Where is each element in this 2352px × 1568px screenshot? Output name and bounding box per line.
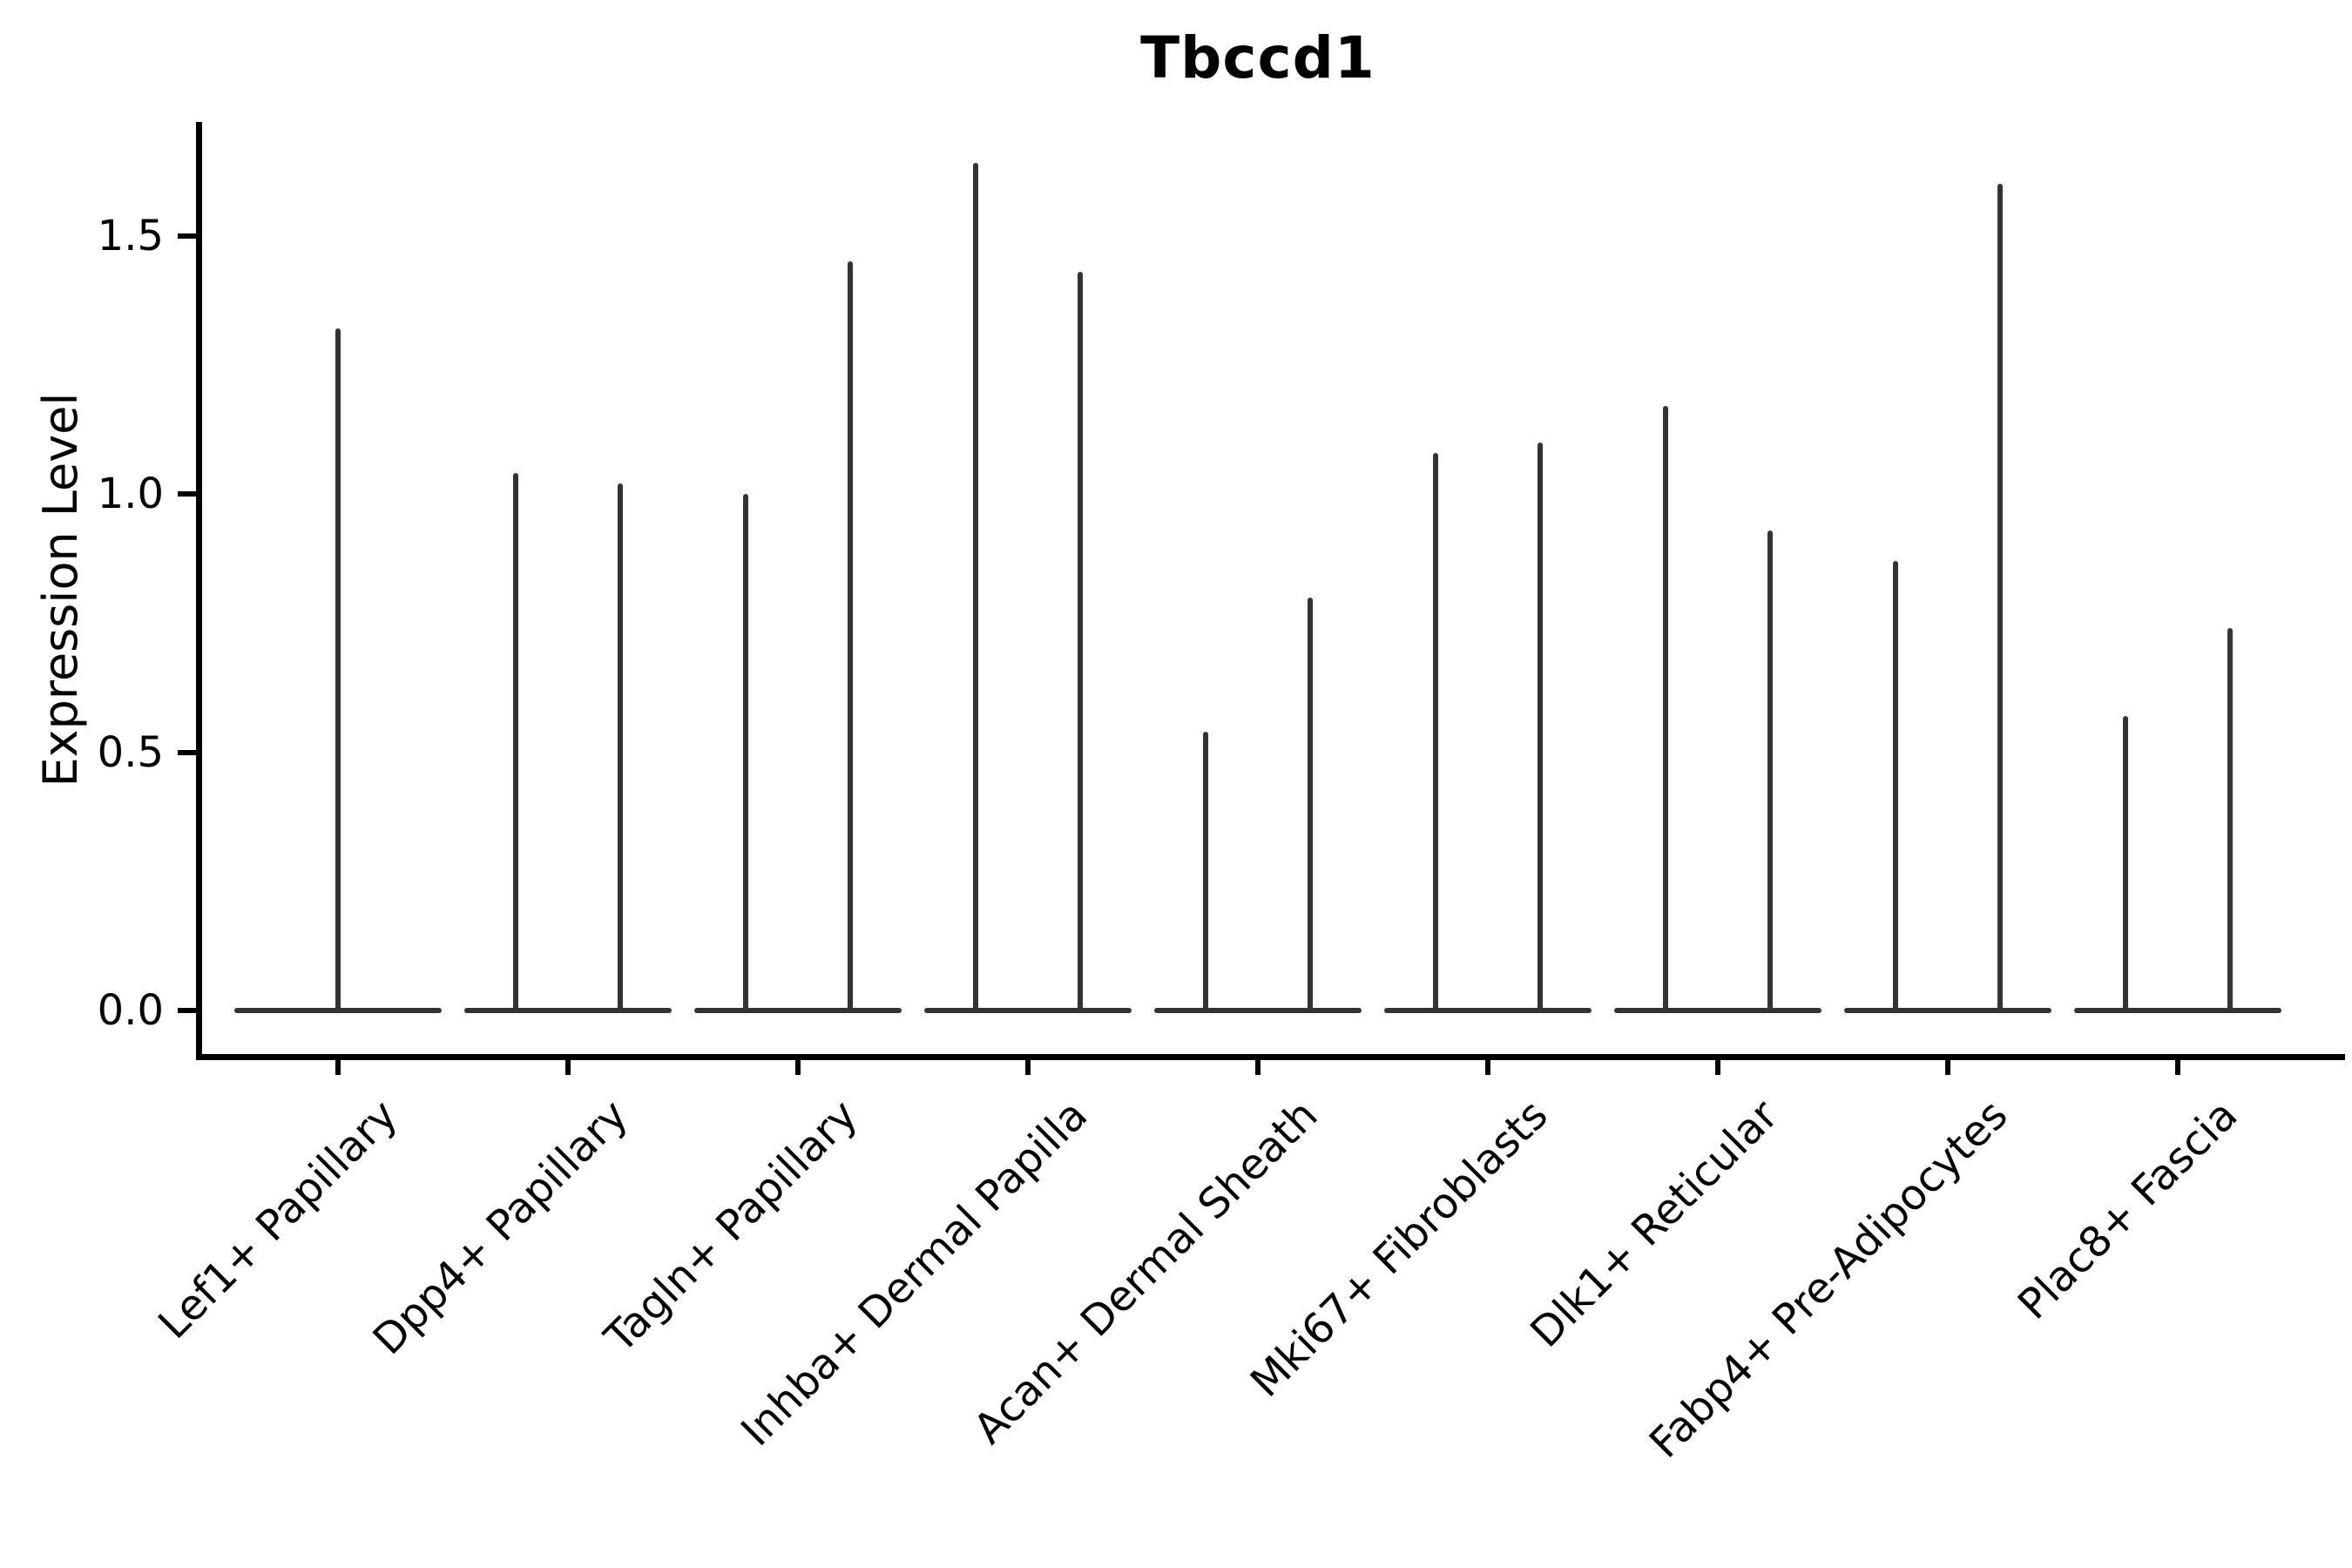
violin-spike [743, 494, 748, 1013]
x-tick-label-plac8-fascia: Plac8+ Fascia [2009, 1091, 2247, 1329]
y-tick-label: 0.0 [97, 986, 164, 1035]
x-axis-spine [196, 1054, 2345, 1060]
violin-baseline [1384, 1008, 1592, 1013]
x-tick-label-dpp4-papillary: Dpp4+ Papillary [363, 1091, 638, 1365]
y-axis-spine [196, 122, 202, 1060]
y-tick-label: 0.5 [97, 727, 164, 777]
x-tick-label-dlk1-reticular: Dlk1+ Reticular [1520, 1091, 1788, 1357]
violin-spike [1538, 442, 1543, 1013]
x-tick-mark [1715, 1054, 1720, 1075]
violin-baseline [1614, 1008, 1821, 1013]
y-tick-mark [178, 491, 197, 497]
violin-spike [2123, 715, 2128, 1013]
x-tick-mark [1255, 1054, 1260, 1075]
violin-baseline [1844, 1008, 2051, 1013]
chart-title: Tbccd1 [1140, 24, 1375, 91]
y-tick-mark [178, 233, 197, 239]
x-tick-mark [1025, 1054, 1031, 1075]
violin-spike [1767, 530, 1773, 1013]
violin-spike [973, 163, 978, 1013]
y-tick-mark [178, 749, 197, 755]
violin-spike [1203, 731, 1208, 1013]
violin-spike [335, 328, 341, 1013]
violin-baseline [694, 1008, 902, 1013]
x-tick-mark [335, 1054, 341, 1075]
y-tick-label: 1.0 [97, 470, 164, 518]
violin-spike [1997, 184, 2003, 1013]
violin-baseline [1154, 1008, 1362, 1013]
violin-spike [1308, 597, 1313, 1013]
x-tick-label-lef1-papillary: Lef1+ Papillary [149, 1091, 408, 1348]
violin-spike [513, 473, 518, 1013]
x-tick-mark [795, 1054, 801, 1075]
violin-baseline [2074, 1008, 2281, 1013]
x-tick-mark [1485, 1054, 1490, 1075]
violin-spike [2227, 628, 2233, 1013]
violin-baseline [924, 1008, 1132, 1013]
violin-spike [1893, 561, 1898, 1013]
x-tick-mark [2175, 1054, 2180, 1075]
x-tick-mark [565, 1054, 571, 1075]
violin-spike [1433, 452, 1438, 1013]
violin-baseline [464, 1008, 672, 1013]
violin-spike [618, 483, 623, 1013]
violin-spike [848, 261, 853, 1013]
y-tick-label: 1.5 [97, 211, 164, 260]
x-tick-label-tagln-papillary: Tagln+ Papillary [595, 1091, 868, 1362]
violin-spike [1663, 406, 1668, 1013]
x-tick-mark [1945, 1054, 1950, 1075]
violin-spike [1078, 272, 1083, 1013]
y-tick-mark [178, 1008, 197, 1013]
